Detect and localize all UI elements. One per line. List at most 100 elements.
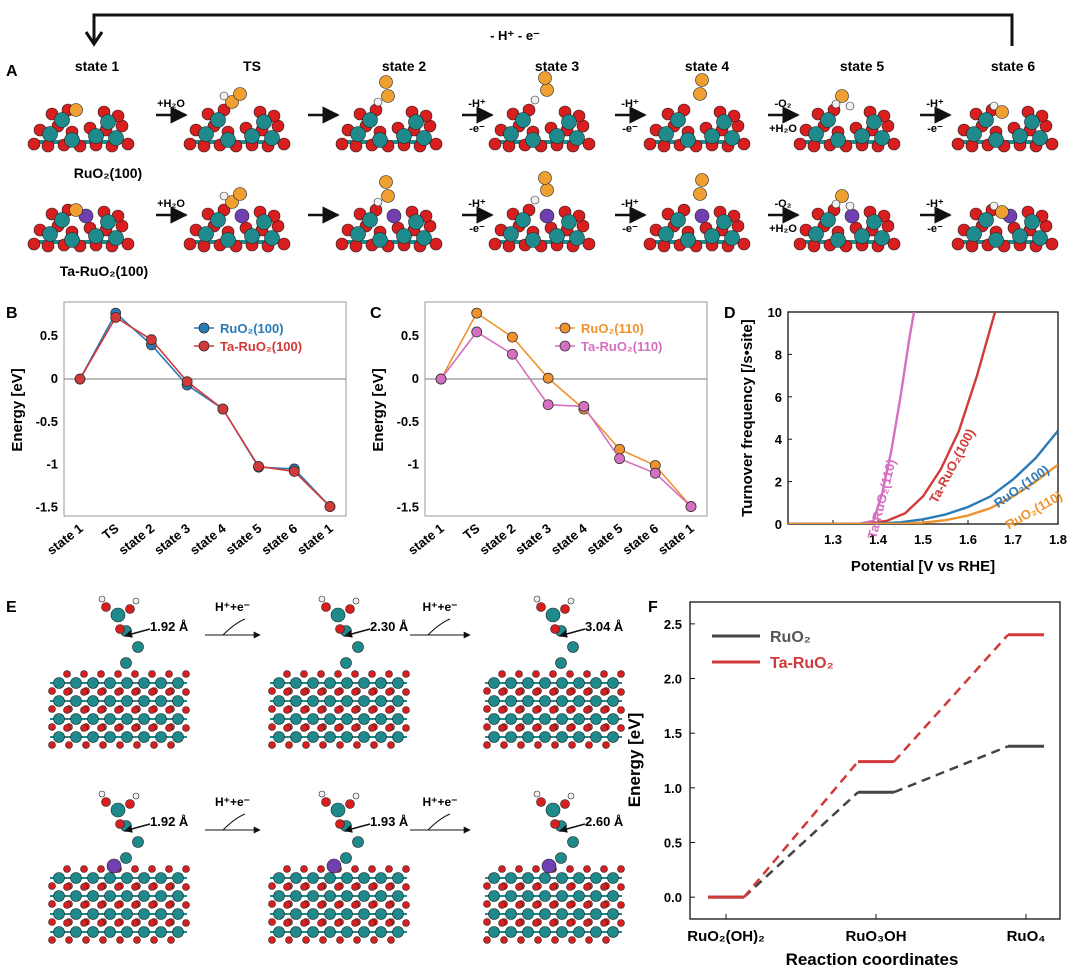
oxygen-atom <box>583 688 591 696</box>
adsorbed-oxygen-atom <box>381 89 395 103</box>
oxygen-atom <box>566 706 574 714</box>
ruthenium-atom <box>307 731 319 743</box>
adsorbed-oxygen-atom <box>693 87 707 101</box>
ruthenium-atom <box>70 695 82 707</box>
hydrogen-atom <box>352 792 360 800</box>
ruthenium-atom <box>87 731 99 743</box>
ruthenium-atom <box>110 802 126 818</box>
ruthenium-atom <box>358 731 370 743</box>
adsorbate-molecule <box>98 595 140 634</box>
data-point <box>181 376 193 388</box>
oxygen-atom <box>498 670 506 678</box>
oxygen-atom <box>483 936 491 944</box>
ruthenium-atom <box>70 713 82 725</box>
ruthenium-atom <box>522 926 534 938</box>
step-top-label: -H⁺ <box>926 198 944 210</box>
ruthenium-atom <box>121 731 133 743</box>
data-point <box>110 312 122 323</box>
x-tick-label: state 6 <box>619 521 661 558</box>
ruthenium-atom <box>392 872 404 884</box>
oxygen-atom <box>63 865 71 873</box>
distance-arrow <box>559 823 586 833</box>
oxygen-atom <box>368 670 376 678</box>
oxygen-atom <box>402 724 410 732</box>
slab-structure <box>335 175 443 253</box>
step-top-label: -O₂ <box>774 98 791 110</box>
ruthenium-atom <box>330 607 346 623</box>
ruthenium-atom <box>830 132 846 148</box>
ruthenium-atom <box>525 132 541 148</box>
oxygen-atom <box>302 936 310 944</box>
ruthenium-atom <box>375 677 387 689</box>
oxygen-atom <box>351 919 359 927</box>
data-point <box>146 334 157 346</box>
oxygen-atom <box>402 688 410 696</box>
ruthenium-atom <box>358 926 370 938</box>
ruthenium-atom <box>273 890 285 902</box>
oxygen-atom <box>335 819 345 829</box>
ruthenium-atom <box>290 890 302 902</box>
panel-b-ylabel: Energy [eV] <box>9 368 26 451</box>
oxygen-atom <box>617 670 625 678</box>
oxygen-atom <box>793 237 807 251</box>
oxygen-atom <box>283 706 291 714</box>
oxygen-atom <box>183 137 197 151</box>
panel-c-ylabel: Energy [eV] <box>370 368 387 451</box>
oxygen-atom <box>965 139 979 153</box>
oxygen-atom <box>566 901 574 909</box>
tantalum-atom <box>539 208 555 224</box>
oxygen-atom <box>63 688 71 696</box>
state-label: state 2 <box>382 58 427 74</box>
oxygen-atom <box>114 670 122 678</box>
ruthenium-atom <box>172 890 184 902</box>
cycle-arrow-line <box>92 13 1014 46</box>
ruthenium-atom <box>392 731 404 743</box>
adsorbed-oxygen-atom <box>835 89 849 103</box>
panel-b-frame <box>63 301 347 517</box>
ruthenium-atom <box>573 677 585 689</box>
ruthenium-atom <box>138 908 150 920</box>
oxygen-atom <box>48 936 56 944</box>
oxygen-atom <box>560 799 570 809</box>
oxygen-atom <box>887 137 901 151</box>
ruthenium-atom <box>505 890 517 902</box>
ruthenium-atom <box>396 128 412 144</box>
oxygen-atom <box>65 741 73 749</box>
ruthenium-atom <box>488 890 500 902</box>
ruthenium-atom <box>273 872 285 884</box>
data-point <box>507 331 518 343</box>
ruthenium-atom <box>358 908 370 920</box>
ruthenium-atom <box>1012 128 1028 144</box>
oxygen-atom <box>551 936 559 944</box>
step-bottom-label: -e⁻ <box>927 123 943 135</box>
oxygen-atom <box>385 919 393 927</box>
ruthenium-atom <box>341 872 353 884</box>
ruthenium-atom <box>556 695 568 707</box>
oxygen-atom <box>349 239 363 253</box>
ruthenium-atom <box>324 677 336 689</box>
ruthenium-atom <box>307 908 319 920</box>
hydrogen-atom <box>567 792 575 800</box>
oxygen-atom <box>317 670 325 678</box>
ruthenium-atom <box>307 713 319 725</box>
oxygen-atom <box>336 936 344 944</box>
oxygen-atom <box>600 724 608 732</box>
hydrogen-atom <box>373 197 383 207</box>
step-bottom-label: -e⁻ <box>469 223 485 235</box>
slab-structure <box>335 75 443 153</box>
ruthenium-atom <box>539 695 551 707</box>
ruthenium-atom <box>324 908 336 920</box>
oxygen-atom <box>351 901 359 909</box>
oxygen-atom <box>63 706 71 714</box>
oxygen-atom <box>566 724 574 732</box>
ruthenium-atom <box>416 230 432 246</box>
legend-entry: RuO₂ <box>770 629 811 646</box>
ruthenium-atom <box>1012 228 1028 244</box>
ruthenium-atom <box>567 836 579 848</box>
slab-structure <box>951 201 1059 253</box>
oxygen-atom <box>121 237 135 251</box>
oxygen-atom <box>643 137 657 151</box>
tantalum-atom <box>326 858 342 874</box>
data-point <box>542 372 554 384</box>
